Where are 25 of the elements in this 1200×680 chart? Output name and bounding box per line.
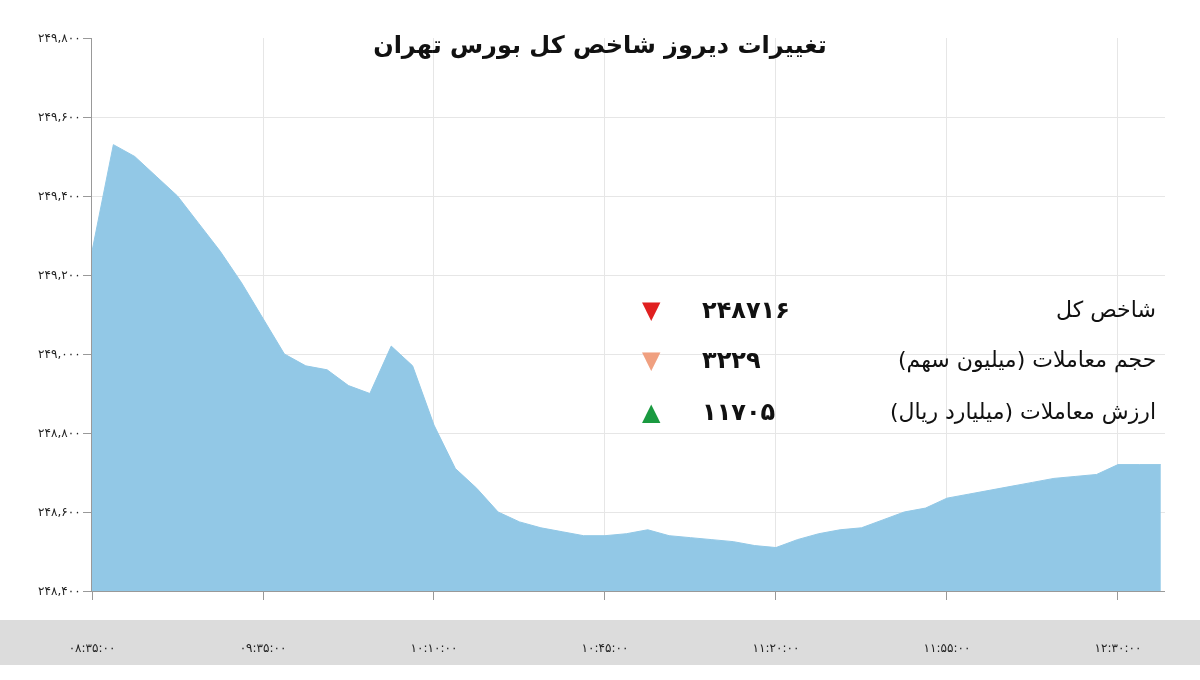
x-tick-label: ۱۰:۴۵:۰۰ xyxy=(581,641,629,656)
annotation: ▼ xyxy=(642,296,661,324)
x-tick-label: ۱۱:۵۵:۰۰ xyxy=(923,641,971,656)
x-tick-label: ۱۱:۲۰:۰۰ xyxy=(752,641,800,656)
annotation: شاخص کل xyxy=(1056,297,1156,323)
annotation: ۲۴۸۷۱۶ xyxy=(702,296,790,324)
annotation: ۱۱۷۰۵ xyxy=(702,398,776,426)
y-tick-label: ۲۴۹,۰۰۰ xyxy=(38,347,81,362)
annotation: ▼ xyxy=(642,346,661,374)
annotation: ▲ xyxy=(642,398,661,426)
chart-title: تغییرات دیروز شاخص کل بورس تهران xyxy=(373,31,827,60)
x-tick-label: ۱۲:۳۰:۰۰ xyxy=(1094,641,1142,656)
y-tick-label: ۲۴۹,۸۰۰ xyxy=(38,31,81,46)
x-tick-label: ۰۸:۳۵:۰۰ xyxy=(68,641,116,656)
annotation: ۳۲۲۹ xyxy=(702,346,761,374)
y-tick-label: ۲۴۹,۴۰۰ xyxy=(38,189,81,204)
x-tick-label: ۰۹:۳۵:۰۰ xyxy=(239,641,287,656)
y-tick-label: ۲۴۹,۲۰۰ xyxy=(38,268,81,283)
annotation: ارزش معاملات (میلیارد ریال) xyxy=(890,399,1156,425)
annotation: حجم معاملات (میلیون سهم) xyxy=(898,347,1157,373)
y-tick-label: ۲۴۸,۸۰۰ xyxy=(38,426,81,441)
x-tick-label: ۱۰:۱۰:۰۰ xyxy=(410,641,458,656)
y-tick-label: ۲۴۸,۴۰۰ xyxy=(38,584,81,599)
y-tick-label: ۲۴۹,۶۰۰ xyxy=(38,110,81,125)
y-tick-label: ۲۴۸,۶۰۰ xyxy=(38,505,81,520)
